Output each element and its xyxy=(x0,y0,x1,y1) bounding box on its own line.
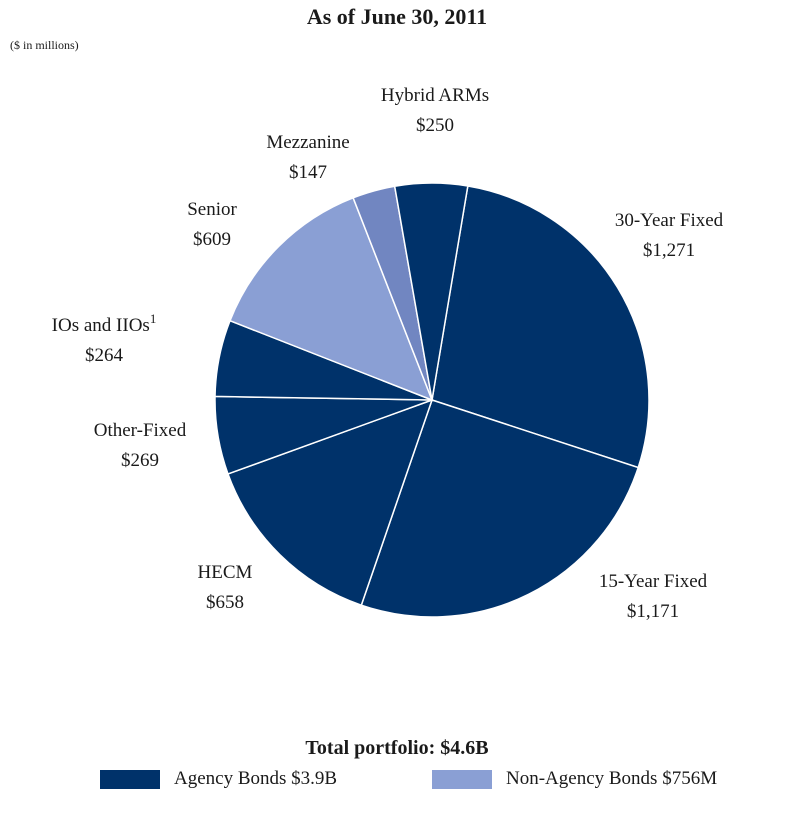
legend-swatch-agency xyxy=(100,769,160,789)
units-note: ($ in millions) xyxy=(10,38,79,52)
slice-label-hecm: HECM xyxy=(198,562,253,583)
total-portfolio: Total portfolio: $4.6B xyxy=(305,737,489,759)
slice-label-mezzanine: Mezzanine xyxy=(266,132,349,153)
legend-label-agency: Agency Bonds $3.9B xyxy=(174,768,338,789)
slice-value-mezzanine: $147 xyxy=(289,162,327,183)
legend-swatch-non-agency xyxy=(432,769,492,789)
legend-label-non-agency: Non-Agency Bonds $756M xyxy=(506,768,718,789)
slice-label-30-year-fixed: 30-Year Fixed xyxy=(615,210,724,231)
slice-value-other-fixed: $269 xyxy=(121,450,159,471)
legend-item-non-agency: Non-Agency Bonds $756M xyxy=(432,768,717,790)
slice-label-15-year-fixed: 15-Year Fixed xyxy=(599,571,708,592)
legend: Agency Bonds $3.9B Non-Agency Bonds $756… xyxy=(100,768,794,798)
chart-title: As of June 30, 2011 xyxy=(306,4,488,29)
pie-slice-hecm xyxy=(227,398,434,607)
slice-label-senior: Senior xyxy=(187,199,237,220)
slice-label-ios-and-iios: IOs and IIOs1 xyxy=(52,311,157,336)
slice-value-hybrid-arms: $250 xyxy=(416,115,454,136)
pie-slice-15-year-fixed xyxy=(360,399,640,618)
slice-value-senior: $609 xyxy=(193,229,231,250)
slice-label-hybrid-arms: Hybrid ARMs xyxy=(381,85,489,106)
slice-value-15-year-fixed: $1,171 xyxy=(627,601,679,622)
slice-value-30-year-fixed: $1,271 xyxy=(643,240,695,261)
pie-chart: 30-Year Fixed $1,271 15-Year Fixed $1,171 HE… xyxy=(52,85,724,622)
pie-slice-hybrid-arms xyxy=(393,182,469,401)
legend-item-agency: Agency Bonds $3.9B xyxy=(100,768,337,790)
footnote-marker: 1 xyxy=(150,311,157,326)
slice-label-other-fixed: Other-Fixed xyxy=(94,420,187,441)
slice-value-ios-and-iios: $264 xyxy=(85,345,124,366)
pie-slice-senior xyxy=(229,196,434,402)
slice-value-hecm: $658 xyxy=(206,592,244,613)
pie-slice-30-year-fixed xyxy=(431,185,650,469)
